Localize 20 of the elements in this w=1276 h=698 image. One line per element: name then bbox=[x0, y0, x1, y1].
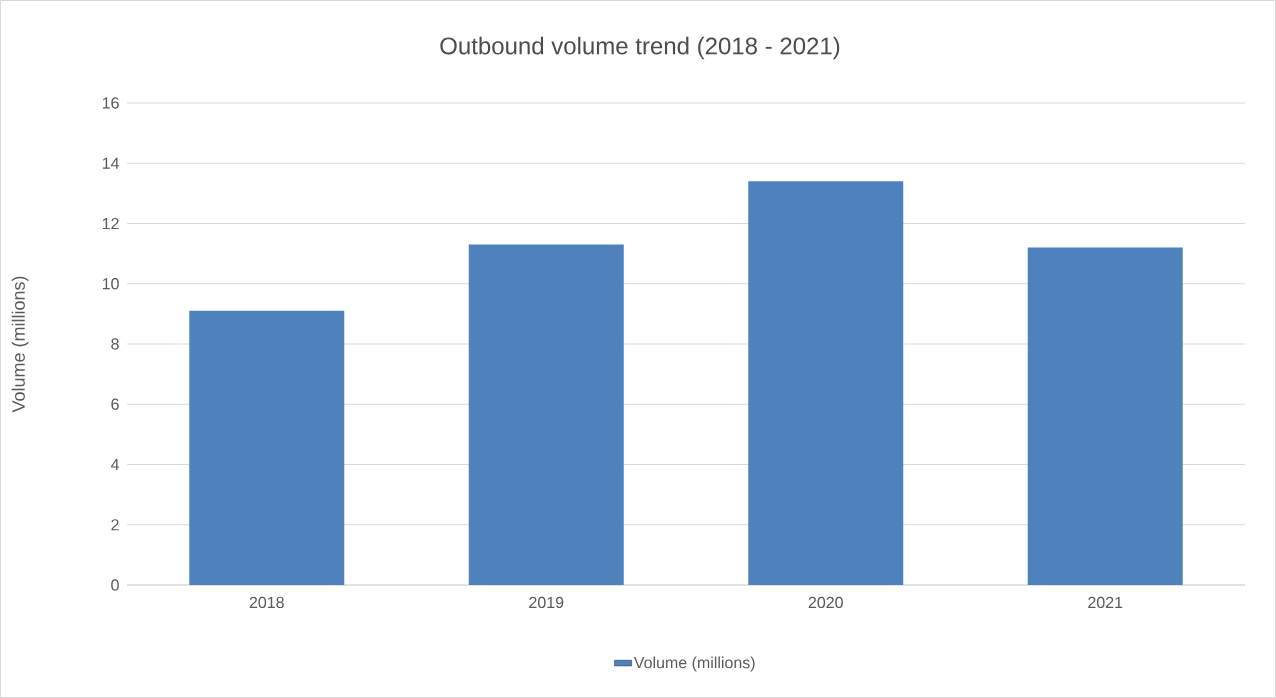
y-tick-label: 8 bbox=[111, 338, 119, 350]
x-tick-label: 2019 bbox=[529, 596, 564, 609]
y-tick-label: 0 bbox=[111, 579, 119, 591]
bar bbox=[1027, 247, 1183, 585]
y-tick-label: 6 bbox=[111, 398, 119, 410]
legend-label: Volume (millions) bbox=[633, 656, 755, 672]
y-tick-label: 14 bbox=[102, 157, 119, 169]
bar bbox=[468, 244, 624, 585]
y-tick-label: 2 bbox=[111, 519, 119, 531]
bar bbox=[189, 310, 345, 585]
y-tick-label: 12 bbox=[102, 217, 119, 230]
y-axis-title: Volume (millions) bbox=[11, 276, 29, 413]
x-tick-label: 2021 bbox=[1088, 596, 1123, 609]
y-tick-label: 4 bbox=[110, 458, 119, 470]
chart-title: Outbound volume trend (2018 - 2021) bbox=[440, 36, 840, 60]
x-tick-label: 2020 bbox=[808, 596, 843, 609]
y-tick-label: 16 bbox=[102, 97, 119, 109]
bar bbox=[748, 181, 904, 585]
x-tick-label: 2018 bbox=[249, 596, 284, 609]
y-tick-label: 10 bbox=[102, 278, 119, 290]
